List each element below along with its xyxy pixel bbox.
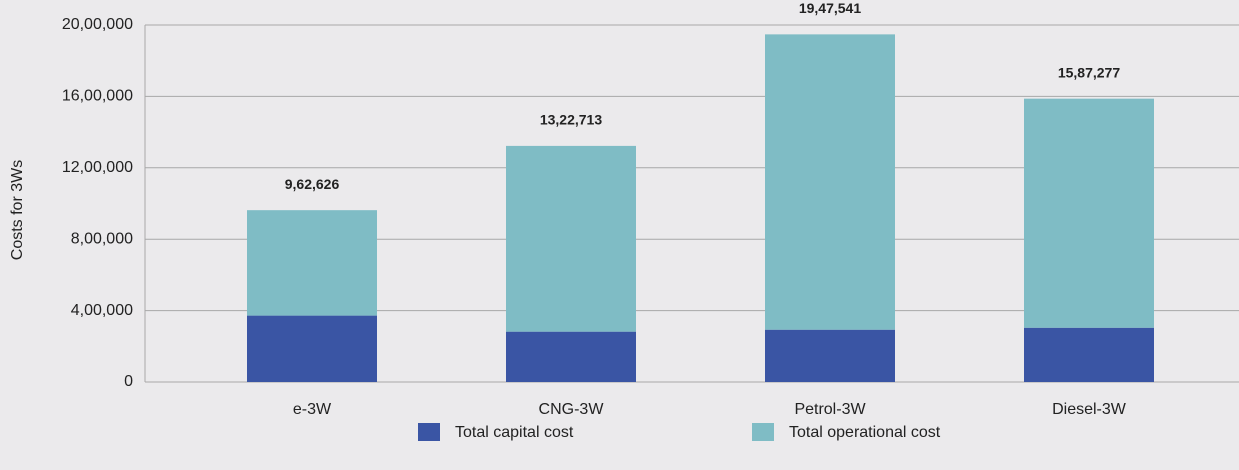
y-tick-label: 20,00,000	[62, 16, 133, 33]
bar-segment	[506, 145, 636, 332]
y-tick-label: 16,00,000	[62, 88, 133, 105]
bar-segment	[765, 329, 895, 382]
y-tick-label: 12,00,000	[62, 159, 133, 176]
y-axis-label: Costs for 3Ws	[9, 160, 26, 260]
legend-label: Total operational cost	[789, 424, 941, 441]
bar-segment	[247, 315, 377, 382]
x-tick-label: Diesel-3W	[1052, 401, 1127, 418]
total-label: 19,47,541	[799, 0, 861, 16]
bar-segment	[765, 34, 895, 330]
legend-label: Total capital cost	[455, 424, 574, 441]
y-tick-label: 8,00,000	[71, 230, 133, 247]
x-tick-label: CNG-3W	[539, 401, 605, 418]
x-tick-label: e-3W	[293, 401, 332, 418]
bar-segment	[506, 331, 636, 382]
total-label: 9,62,626	[285, 176, 340, 192]
bar-segment	[247, 210, 377, 316]
total-label: 13,22,713	[540, 112, 602, 128]
bar-segment	[1024, 327, 1154, 382]
legend-swatch	[418, 423, 440, 441]
y-tick-label: 0	[124, 373, 133, 390]
legend-swatch	[752, 423, 774, 441]
bar-segment	[1024, 98, 1154, 328]
y-tick-label: 4,00,000	[71, 302, 133, 319]
total-label: 15,87,277	[1058, 64, 1120, 80]
x-tick-label: Petrol-3W	[794, 401, 866, 418]
